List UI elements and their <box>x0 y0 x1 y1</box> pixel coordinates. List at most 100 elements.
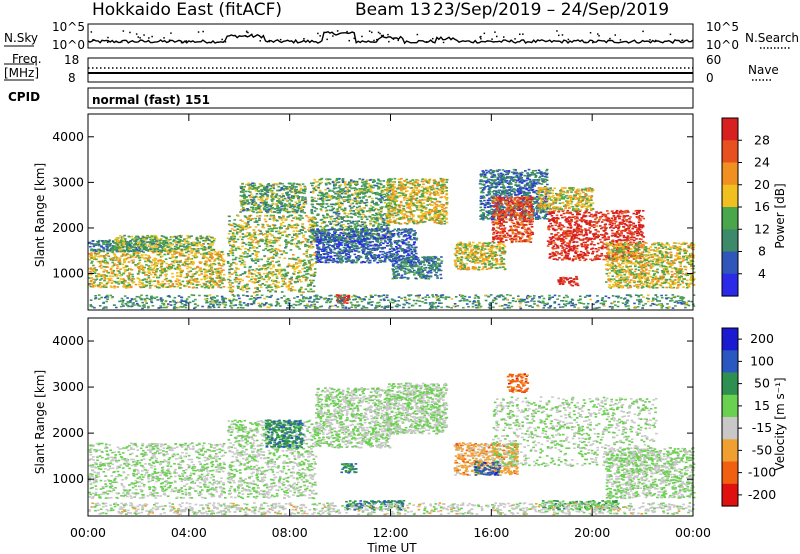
echo-cell <box>305 252 309 255</box>
echo-cell <box>285 241 288 244</box>
echo-cell <box>191 275 195 277</box>
echo-cell <box>422 273 425 276</box>
echo-cell <box>222 277 225 280</box>
echo-cell <box>162 241 165 244</box>
echo-cell <box>200 247 203 250</box>
echo-cell <box>229 286 232 289</box>
echo-cell <box>174 256 178 259</box>
echo-cell <box>294 289 297 292</box>
echo-cell <box>386 207 390 209</box>
noise-dot <box>347 32 350 34</box>
noise-dot <box>163 37 165 39</box>
echo-cell <box>264 215 267 217</box>
echo-cell <box>200 285 204 288</box>
echo-cell <box>481 268 485 270</box>
echo-cell <box>334 192 337 195</box>
echo-cell <box>433 209 437 212</box>
echo-cell <box>387 202 390 204</box>
noise-dot <box>151 35 153 38</box>
echo-cell <box>427 179 430 182</box>
echo-cell <box>262 227 266 229</box>
echo-cell <box>424 266 428 269</box>
echo-cell <box>244 190 248 193</box>
echo-cell <box>297 241 301 244</box>
echo-cell <box>290 196 294 199</box>
echo-cell <box>406 278 410 280</box>
echo-cell <box>319 197 322 200</box>
echo-cell <box>413 198 416 200</box>
echo-cell <box>275 207 279 209</box>
echo-cell <box>259 230 262 232</box>
echo-cell <box>153 272 157 274</box>
echo-cell <box>241 233 245 235</box>
echo-cell <box>128 284 132 286</box>
echo-cell <box>239 211 242 213</box>
echo-cell <box>358 205 361 208</box>
echo-cell <box>428 219 431 221</box>
echo-cell <box>257 277 260 280</box>
echo-cell <box>157 254 160 256</box>
echo-cell <box>207 251 210 254</box>
echo-cell <box>142 240 146 242</box>
echo-cell <box>175 261 179 263</box>
echo-cell <box>370 190 374 193</box>
noise-dot <box>425 41 428 43</box>
echo-cell <box>439 277 443 280</box>
echo-cell <box>144 254 148 256</box>
echo-cell <box>208 276 212 278</box>
echo-cell <box>195 286 199 289</box>
echo-cell <box>367 231 370 234</box>
echo-cell <box>113 280 116 283</box>
echo-cell <box>291 257 295 260</box>
echo-cell <box>113 253 116 255</box>
echo-cell <box>388 210 391 212</box>
echo-cell <box>293 234 296 236</box>
echo-cell <box>232 240 236 242</box>
echo-cell <box>269 261 272 264</box>
echo-cell <box>300 241 303 243</box>
echo-cell <box>391 214 394 217</box>
echo-cell <box>250 258 254 260</box>
echo-cell <box>292 233 296 235</box>
echo-cell <box>103 255 106 257</box>
echo-cell <box>301 291 305 294</box>
echo-cell <box>379 182 382 185</box>
echo-cell <box>126 246 129 249</box>
echo-cell <box>427 182 430 184</box>
echo-cell <box>360 216 363 218</box>
echo-cell <box>247 237 250 240</box>
echo-cell <box>123 238 127 240</box>
echo-cell <box>382 219 386 221</box>
echo-cell <box>393 202 397 204</box>
echo-cell <box>200 245 204 248</box>
echo-cell <box>412 195 415 197</box>
echo-cell <box>354 214 357 216</box>
echo-cell <box>379 195 383 197</box>
echo-cell <box>243 286 247 289</box>
echo-cell <box>348 205 352 207</box>
echo-cell <box>114 246 117 249</box>
echo-cell <box>346 219 350 222</box>
echo-cell <box>321 199 324 201</box>
echo-cell <box>344 225 348 228</box>
echo-cell <box>433 216 437 218</box>
echo-cell <box>92 269 95 272</box>
echo-cell <box>271 193 274 196</box>
echo-cell <box>433 206 436 209</box>
echo-cell <box>393 266 397 268</box>
echo-cell <box>390 207 394 210</box>
echo-cell <box>174 280 178 282</box>
echo-cell <box>102 246 105 249</box>
echo-cell <box>401 266 404 269</box>
echo-cell <box>327 214 331 217</box>
echo-cell <box>125 257 129 260</box>
echo-cell <box>304 243 307 246</box>
echo-cell <box>421 186 424 188</box>
echo-cell <box>294 258 298 260</box>
echo-cell <box>230 236 233 238</box>
echo-cell <box>309 236 313 239</box>
echo-cell <box>402 185 406 187</box>
echo-cell <box>119 235 122 237</box>
echo-cell <box>91 240 95 242</box>
echo-cell <box>290 205 293 208</box>
